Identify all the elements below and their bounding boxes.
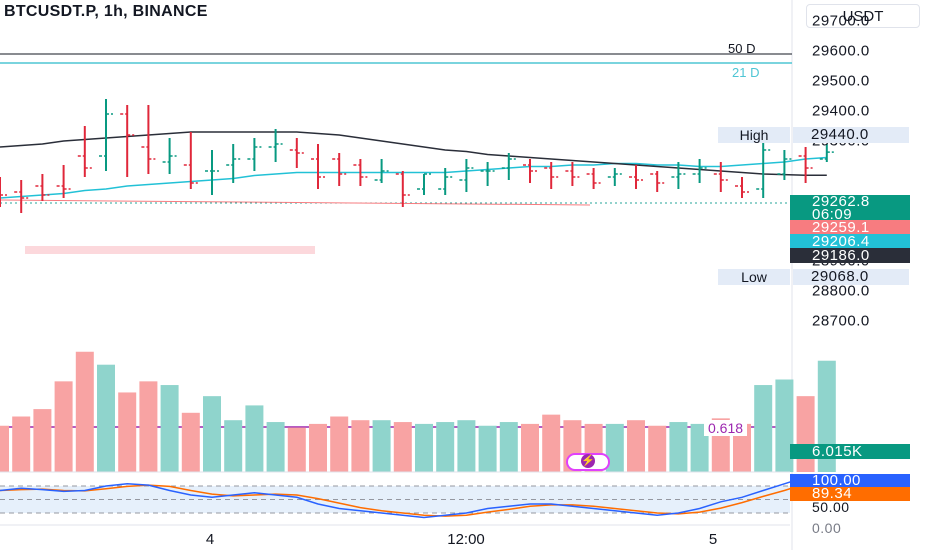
volume-bar (266, 422, 285, 472)
alert-lightning-icon[interactable]: ⚡ (566, 453, 610, 471)
volume-bar (669, 422, 688, 472)
volume-bar (436, 422, 455, 472)
high-value: 29440.0 (793, 127, 909, 143)
price-tick: 29700.0 (812, 12, 870, 30)
time-label-4: 4 (205, 531, 215, 548)
symbol-title[interactable]: BTCUSDT.P, 1h, BINANCE (4, 3, 208, 20)
volume-bar (160, 385, 179, 472)
volume-bar (0, 425, 9, 472)
price-tick: 29400.0 (812, 102, 870, 120)
sma21-level-label: 21 D (732, 65, 760, 80)
last-price: 29262.8 (812, 193, 870, 210)
volume-bar (33, 409, 52, 472)
volume-bar (245, 405, 264, 472)
high-label: High (718, 127, 790, 143)
volume-bar (605, 423, 624, 472)
zone-box (25, 246, 315, 254)
volume-bar (478, 425, 497, 472)
stoch-d-label: 89.34 (790, 486, 910, 501)
volume-bar (457, 420, 476, 472)
ma-red-line (0, 199, 591, 206)
volume-bar (521, 423, 539, 472)
price-tick: 28700.0 (812, 312, 870, 330)
stoch-low-tick: 0.00 (812, 520, 842, 536)
ma-black-line (0, 131, 827, 176)
volume-bar (796, 396, 815, 472)
volume-bar (287, 427, 306, 472)
stoch-d-line (0, 481, 827, 517)
bar-countdown: 06:09 (812, 206, 853, 223)
time-label-5: 5 (708, 531, 718, 548)
volume-bar (224, 420, 243, 472)
low-label: Low (718, 269, 790, 285)
low-value: 29068.0 (793, 269, 909, 285)
volume-bar (351, 420, 370, 472)
volume-bar (754, 385, 773, 472)
ma-red-label: 29259.1 (790, 220, 910, 235)
stoch-mid-tick: 50.00 (812, 499, 850, 515)
fib-level-label: 0.618 (704, 420, 748, 436)
volume-bar (181, 412, 200, 472)
volume-bar (12, 416, 31, 472)
volume-bar (415, 423, 433, 472)
volume-bar (499, 422, 518, 472)
price-tick: 29500.0 (812, 72, 870, 90)
stoch-k-line (0, 476, 827, 519)
volume-bar (775, 379, 794, 472)
stoch-k-label: 100.00 (790, 473, 910, 488)
price-tick: 29600.0 (812, 42, 870, 60)
volume-bar (330, 416, 349, 472)
currency-selector[interactable]: USDT (806, 4, 920, 28)
volume-bar (139, 381, 158, 472)
volume-bar (648, 425, 667, 472)
volume-bar (203, 396, 221, 472)
ma-black-label: 29186.0 (790, 248, 910, 263)
volume-bar (75, 351, 94, 472)
last-price-label: 29262.8 06:09 (790, 193, 910, 223)
price-tick: 28800.0 (812, 282, 870, 300)
time-label-1200: 12:00 (447, 531, 485, 548)
volume-bar (372, 420, 391, 472)
volume-bar (97, 364, 115, 472)
volume-bar (54, 381, 73, 472)
volume-bar (393, 422, 412, 472)
volume-label: 6.015K (790, 444, 910, 459)
volume-bar (542, 414, 561, 472)
ma-teal-label: 29206.4 (790, 234, 910, 249)
sma21-line (0, 156, 827, 199)
volume-bar (118, 392, 137, 472)
volume-bar (627, 420, 645, 472)
volume-bar (309, 423, 327, 472)
sma50-level-label: 50 D (728, 41, 756, 56)
